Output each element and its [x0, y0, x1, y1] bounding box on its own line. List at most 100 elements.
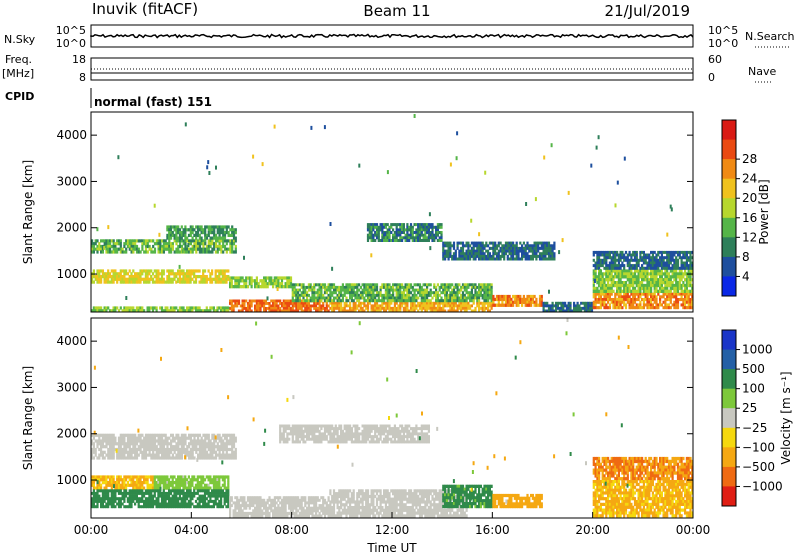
data-cell-0-4	[241, 307, 244, 310]
data-cell-1-1	[298, 432, 301, 436]
data-cell-0-14	[680, 256, 683, 260]
data-cell-0-14	[680, 258, 683, 262]
data-cell-0-12	[624, 292, 628, 296]
data-cell-1-1	[286, 437, 289, 441]
sparse-echo	[558, 250, 561, 255]
data-cell-0-4	[316, 307, 319, 310]
data-cell-0-7	[358, 288, 361, 292]
data-cell-0-1	[168, 236, 171, 240]
data-cell-0-5	[194, 306, 198, 310]
data-cell-0-7	[377, 291, 380, 295]
data-cell-0-9	[503, 244, 506, 248]
data-cell-0-4	[270, 307, 273, 310]
data-cell-0-2	[148, 277, 151, 281]
data-cell-0-7	[366, 296, 370, 300]
data-cell-0-13	[678, 281, 681, 285]
data-cell-0-12	[675, 295, 678, 299]
data-cell-0-7	[474, 285, 477, 289]
data-cell-1-0	[209, 447, 212, 452]
data-cell-0-13	[619, 272, 622, 276]
data-cell-0-12	[601, 300, 604, 304]
data-cell-0-14	[662, 266, 665, 270]
data-cell-0-6	[426, 309, 429, 313]
data-cell-0-2	[92, 280, 95, 284]
data-cell-0-3	[241, 285, 244, 289]
data-cell-0-13	[642, 286, 645, 291]
data-cell-0-4	[257, 299, 260, 303]
data-cell-1-0	[153, 442, 157, 446]
data-cell-1-0	[214, 453, 218, 457]
data-cell-0-13	[639, 272, 642, 276]
data-cell-1-0	[168, 447, 171, 452]
data-cell-1-0	[225, 439, 228, 443]
data-cell-1-0	[195, 447, 198, 452]
data-cell-0-2	[218, 280, 221, 284]
data-cell-0-0	[211, 242, 214, 246]
data-cell-0-0	[116, 242, 119, 246]
data-cell-1-0	[152, 445, 155, 449]
data-cell-0-7	[460, 293, 463, 297]
data-cell-1-0	[216, 453, 219, 457]
data-cell-1-0	[179, 442, 182, 446]
data-cell-0-9	[533, 249, 536, 253]
data-cell-0-10	[528, 303, 531, 307]
data-cell-0-1	[225, 228, 228, 232]
data-cell-1-0	[222, 433, 225, 437]
data-cell-0-2	[180, 272, 183, 276]
data-cell-0-11	[555, 301, 558, 305]
cpid-text: normal (fast) 151	[94, 95, 212, 109]
data-cell-0-14	[648, 266, 651, 270]
data-cell-0-0	[92, 244, 95, 249]
data-cell-0-0	[96, 247, 99, 251]
data-cell-0-7	[334, 291, 337, 295]
freq-label: Freq.	[5, 53, 32, 66]
data-cell-0-9	[538, 246, 542, 250]
data-cell-0-8	[411, 236, 414, 240]
data-cell-1-0	[141, 450, 144, 454]
data-cell-0-9	[506, 244, 509, 248]
data-cell-0-13	[599, 281, 602, 285]
data-cell-0-13	[617, 283, 620, 288]
data-cell-0-7	[479, 291, 482, 295]
data-cell-0-4	[261, 302, 264, 305]
data-cell-0-13	[666, 278, 669, 282]
sparse-echo	[669, 204, 672, 209]
data-cell-0-0	[112, 244, 115, 249]
data-cell-0-6	[359, 301, 362, 305]
data-cell-0-6	[454, 301, 457, 305]
data-cell-1-0	[128, 447, 131, 452]
data-cell-0-7	[406, 299, 409, 303]
data-cell-0-0	[112, 239, 115, 243]
data-cell-0-14	[605, 256, 608, 260]
data-cell-0-13	[664, 281, 667, 285]
data-cell-0-4	[311, 304, 314, 308]
data-cell-0-2	[105, 272, 108, 276]
data-cell-0-12	[614, 306, 617, 310]
data-cell-1-0	[146, 445, 149, 449]
data-cell-0-1	[231, 231, 234, 235]
data-cell-0-11	[581, 301, 585, 305]
data-cell-0-12	[598, 298, 601, 302]
data-cell-0-7	[452, 288, 456, 292]
data-cell-0-1	[232, 236, 236, 240]
data-cell-0-13	[678, 286, 681, 291]
data-cell-0-6	[418, 306, 422, 310]
data-cell-1-1	[375, 429, 379, 433]
data-cell-0-6	[388, 306, 391, 310]
data-cell-0-10	[526, 294, 529, 299]
data-cell-0-13	[659, 286, 662, 291]
data-cell-0-14	[678, 253, 681, 257]
data-cell-1-1	[374, 424, 377, 428]
data-cell-1-0	[112, 456, 115, 460]
data-cell-0-7	[316, 296, 319, 300]
data-cell-0-7	[438, 299, 441, 303]
data-cell-0-8	[420, 239, 423, 242]
data-cell-0-2	[216, 275, 219, 279]
data-cell-1-1	[289, 432, 293, 436]
data-cell-0-6	[393, 309, 396, 313]
data-cell-1-0	[162, 442, 165, 446]
data-cell-1-0	[119, 433, 122, 437]
data-cell-0-12	[605, 292, 608, 296]
data-cell-1-1	[343, 427, 346, 431]
data-cell-0-13	[641, 286, 644, 291]
